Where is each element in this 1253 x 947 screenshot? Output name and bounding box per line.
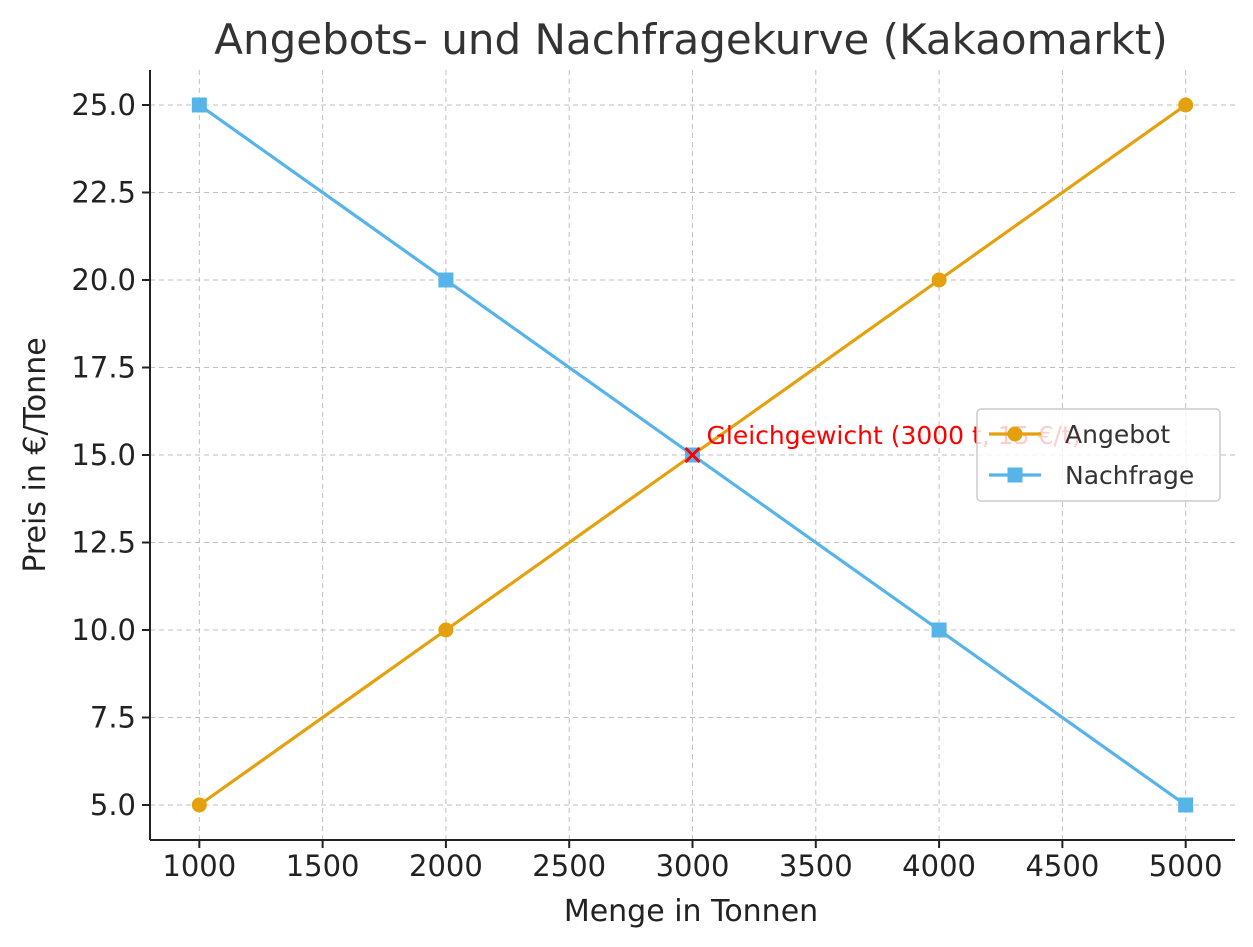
nachfrage-square-marker xyxy=(191,97,207,113)
axes: 1000 1500 2000 2500 3000 3500 4000 4500 5000 5.0 7… xyxy=(71,70,1235,883)
y-tick-label: 22.5 xyxy=(71,176,136,210)
y-tick-label: 12.5 xyxy=(71,526,136,560)
x-tick-label: 2500 xyxy=(532,849,606,883)
x-tick-label: 3000 xyxy=(656,849,730,883)
equilibrium-x-marker xyxy=(684,446,701,464)
chart-title: Angebots- und Nachfragekurve (Kakaomarkt… xyxy=(214,15,1167,64)
x-tick-label: 3500 xyxy=(779,849,853,883)
legend-nachfrage-square-marker xyxy=(1007,467,1023,483)
x-tick-label: 5000 xyxy=(1149,849,1223,883)
x-tick-label: 4500 xyxy=(1025,849,1099,883)
y-tick-label: 25.0 xyxy=(71,88,136,122)
angebot-circle-marker xyxy=(191,797,207,813)
legend: Angebot Nachfrage xyxy=(976,408,1221,502)
y-tick-label: 10.0 xyxy=(71,613,136,647)
y-tick-label: 17.5 xyxy=(71,351,136,385)
angebot-circle-marker xyxy=(438,622,454,638)
legend-angebot-circle-marker xyxy=(1007,426,1023,442)
y-axis-label: Preis in €/Tonne xyxy=(18,337,53,572)
legend-label: Angebot xyxy=(1065,420,1170,449)
nachfrage-square-marker xyxy=(438,272,454,288)
legend-label: Nachfrage xyxy=(1065,461,1194,490)
y-tick-label: 20.0 xyxy=(71,263,136,297)
x-tick-label: 4000 xyxy=(902,849,976,883)
angebot-circle-marker xyxy=(931,272,947,288)
y-tick-label: 5.0 xyxy=(90,788,136,822)
y-tick-label: 15.0 xyxy=(71,438,136,472)
y-tick-label: 7.5 xyxy=(90,701,136,735)
angebot-circle-marker xyxy=(1178,97,1194,113)
x-tick-label: 1500 xyxy=(286,849,360,883)
x-tick-label: 1000 xyxy=(162,849,236,883)
legend-entry-angebot: Angebot xyxy=(989,420,1170,449)
nachfrage-square-marker xyxy=(931,622,947,638)
grid xyxy=(150,70,1235,840)
x-tick-label: 2000 xyxy=(409,849,483,883)
nachfrage-square-marker xyxy=(1178,797,1194,813)
legend-box xyxy=(976,408,1221,502)
legend-entry-nachfrage: Nachfrage xyxy=(989,461,1194,490)
x-marker-stroke xyxy=(684,446,701,464)
x-axis-label: Menge in Tonnen xyxy=(564,894,818,929)
